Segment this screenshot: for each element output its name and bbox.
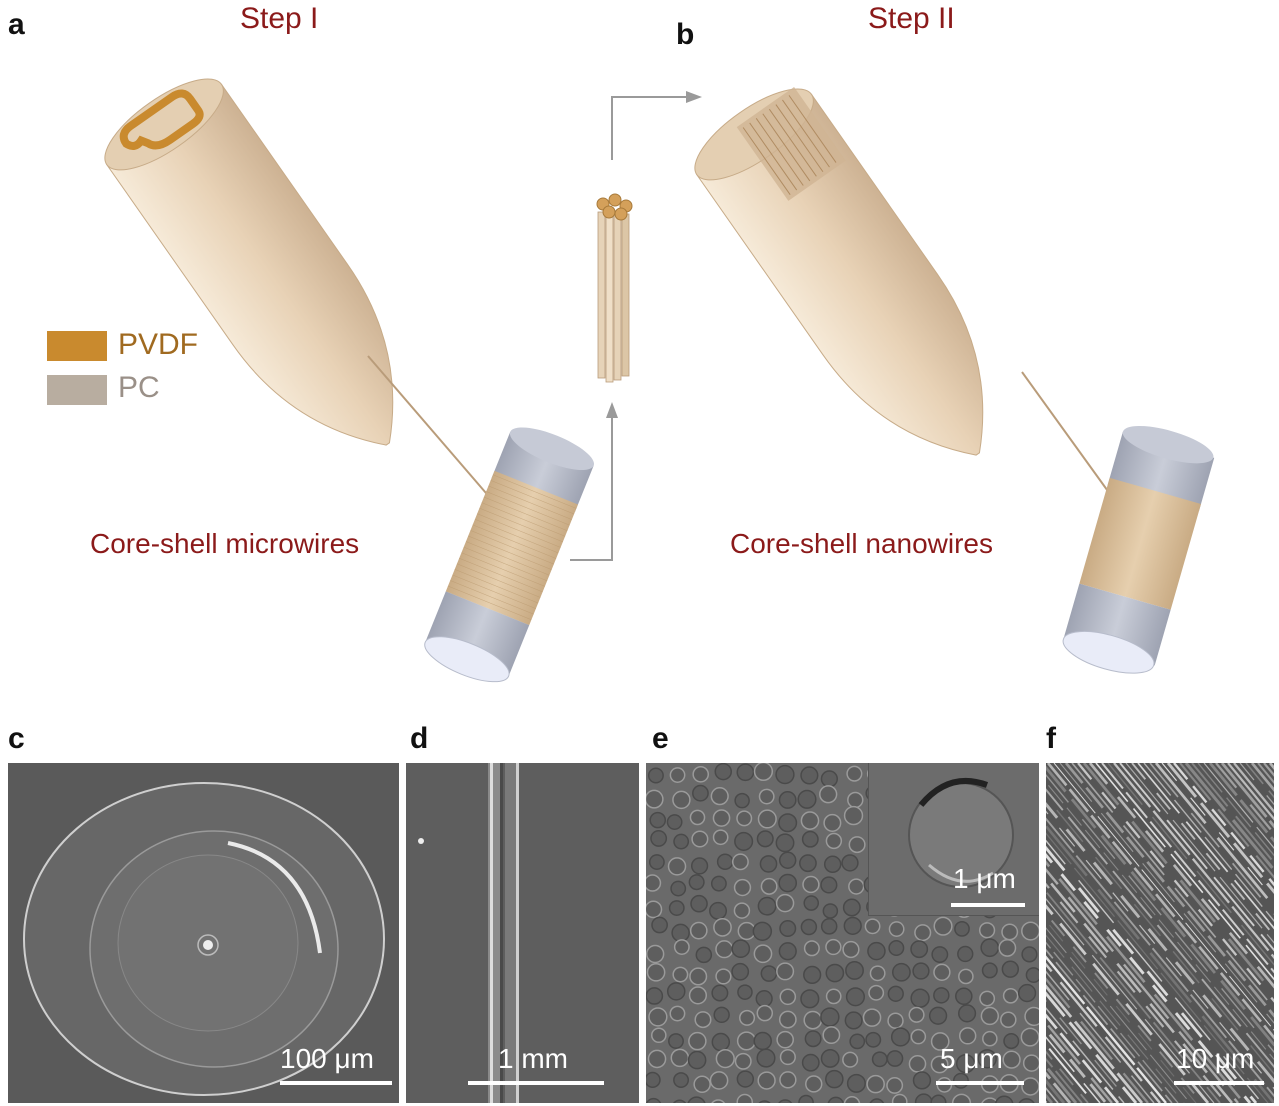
sem-image-e: 1 μm 5 μm xyxy=(646,763,1039,1103)
panel-label-b: b xyxy=(676,18,695,51)
panel-label-f: f xyxy=(1046,722,1056,755)
scale-label-c: 100 μm xyxy=(280,1043,374,1074)
spool-step-ii xyxy=(1062,425,1215,674)
scale-bar-d xyxy=(468,1081,604,1085)
scale-bar-c xyxy=(280,1081,392,1085)
spool-step-i xyxy=(424,427,595,683)
drawing-illustration xyxy=(104,78,1215,683)
fibre-step-i xyxy=(367,355,493,501)
step-i-title: Step I xyxy=(240,2,319,35)
step-ii-title: Step II xyxy=(868,2,955,35)
caption-nanowires: Core-shell nanowires xyxy=(730,528,994,559)
legend-label-pvdf: PVDF xyxy=(118,328,199,361)
preform-step-ii xyxy=(694,86,984,456)
scale-label-e: 5 μm xyxy=(940,1043,1003,1074)
sem-image-d: 1 mm xyxy=(406,763,639,1103)
preform-step-i xyxy=(104,78,394,446)
legend-swatch-pvdf xyxy=(47,331,107,361)
caption-microwires: Core-shell microwires xyxy=(90,528,360,559)
sem-image-c: 100 μm xyxy=(8,763,399,1103)
legend-label-pc: PC xyxy=(118,371,160,404)
panel-label-a: a xyxy=(8,8,25,41)
scale-bar-e-inset xyxy=(951,903,1025,907)
sem-image-f: 10 μm xyxy=(1046,763,1274,1103)
scale-bar-e xyxy=(936,1081,1024,1085)
panel-label-e: e xyxy=(652,722,669,755)
sem-e-inset: 1 μm xyxy=(868,763,1039,916)
scale-label-d: 1 mm xyxy=(498,1043,568,1074)
panel-label-c: c xyxy=(8,722,25,755)
arrow-right-line xyxy=(611,96,692,160)
scale-bar-f xyxy=(1174,1081,1264,1085)
scale-label-e-inset: 1 μm xyxy=(953,863,1016,894)
fibre-step-ii xyxy=(1021,371,1111,495)
scale-label-f: 10 μm xyxy=(1176,1043,1255,1074)
fibre-bundle xyxy=(596,193,633,383)
arrow-up-line xyxy=(570,410,613,561)
panel-label-d: d xyxy=(410,722,429,755)
legend-swatch-pc xyxy=(47,375,107,405)
